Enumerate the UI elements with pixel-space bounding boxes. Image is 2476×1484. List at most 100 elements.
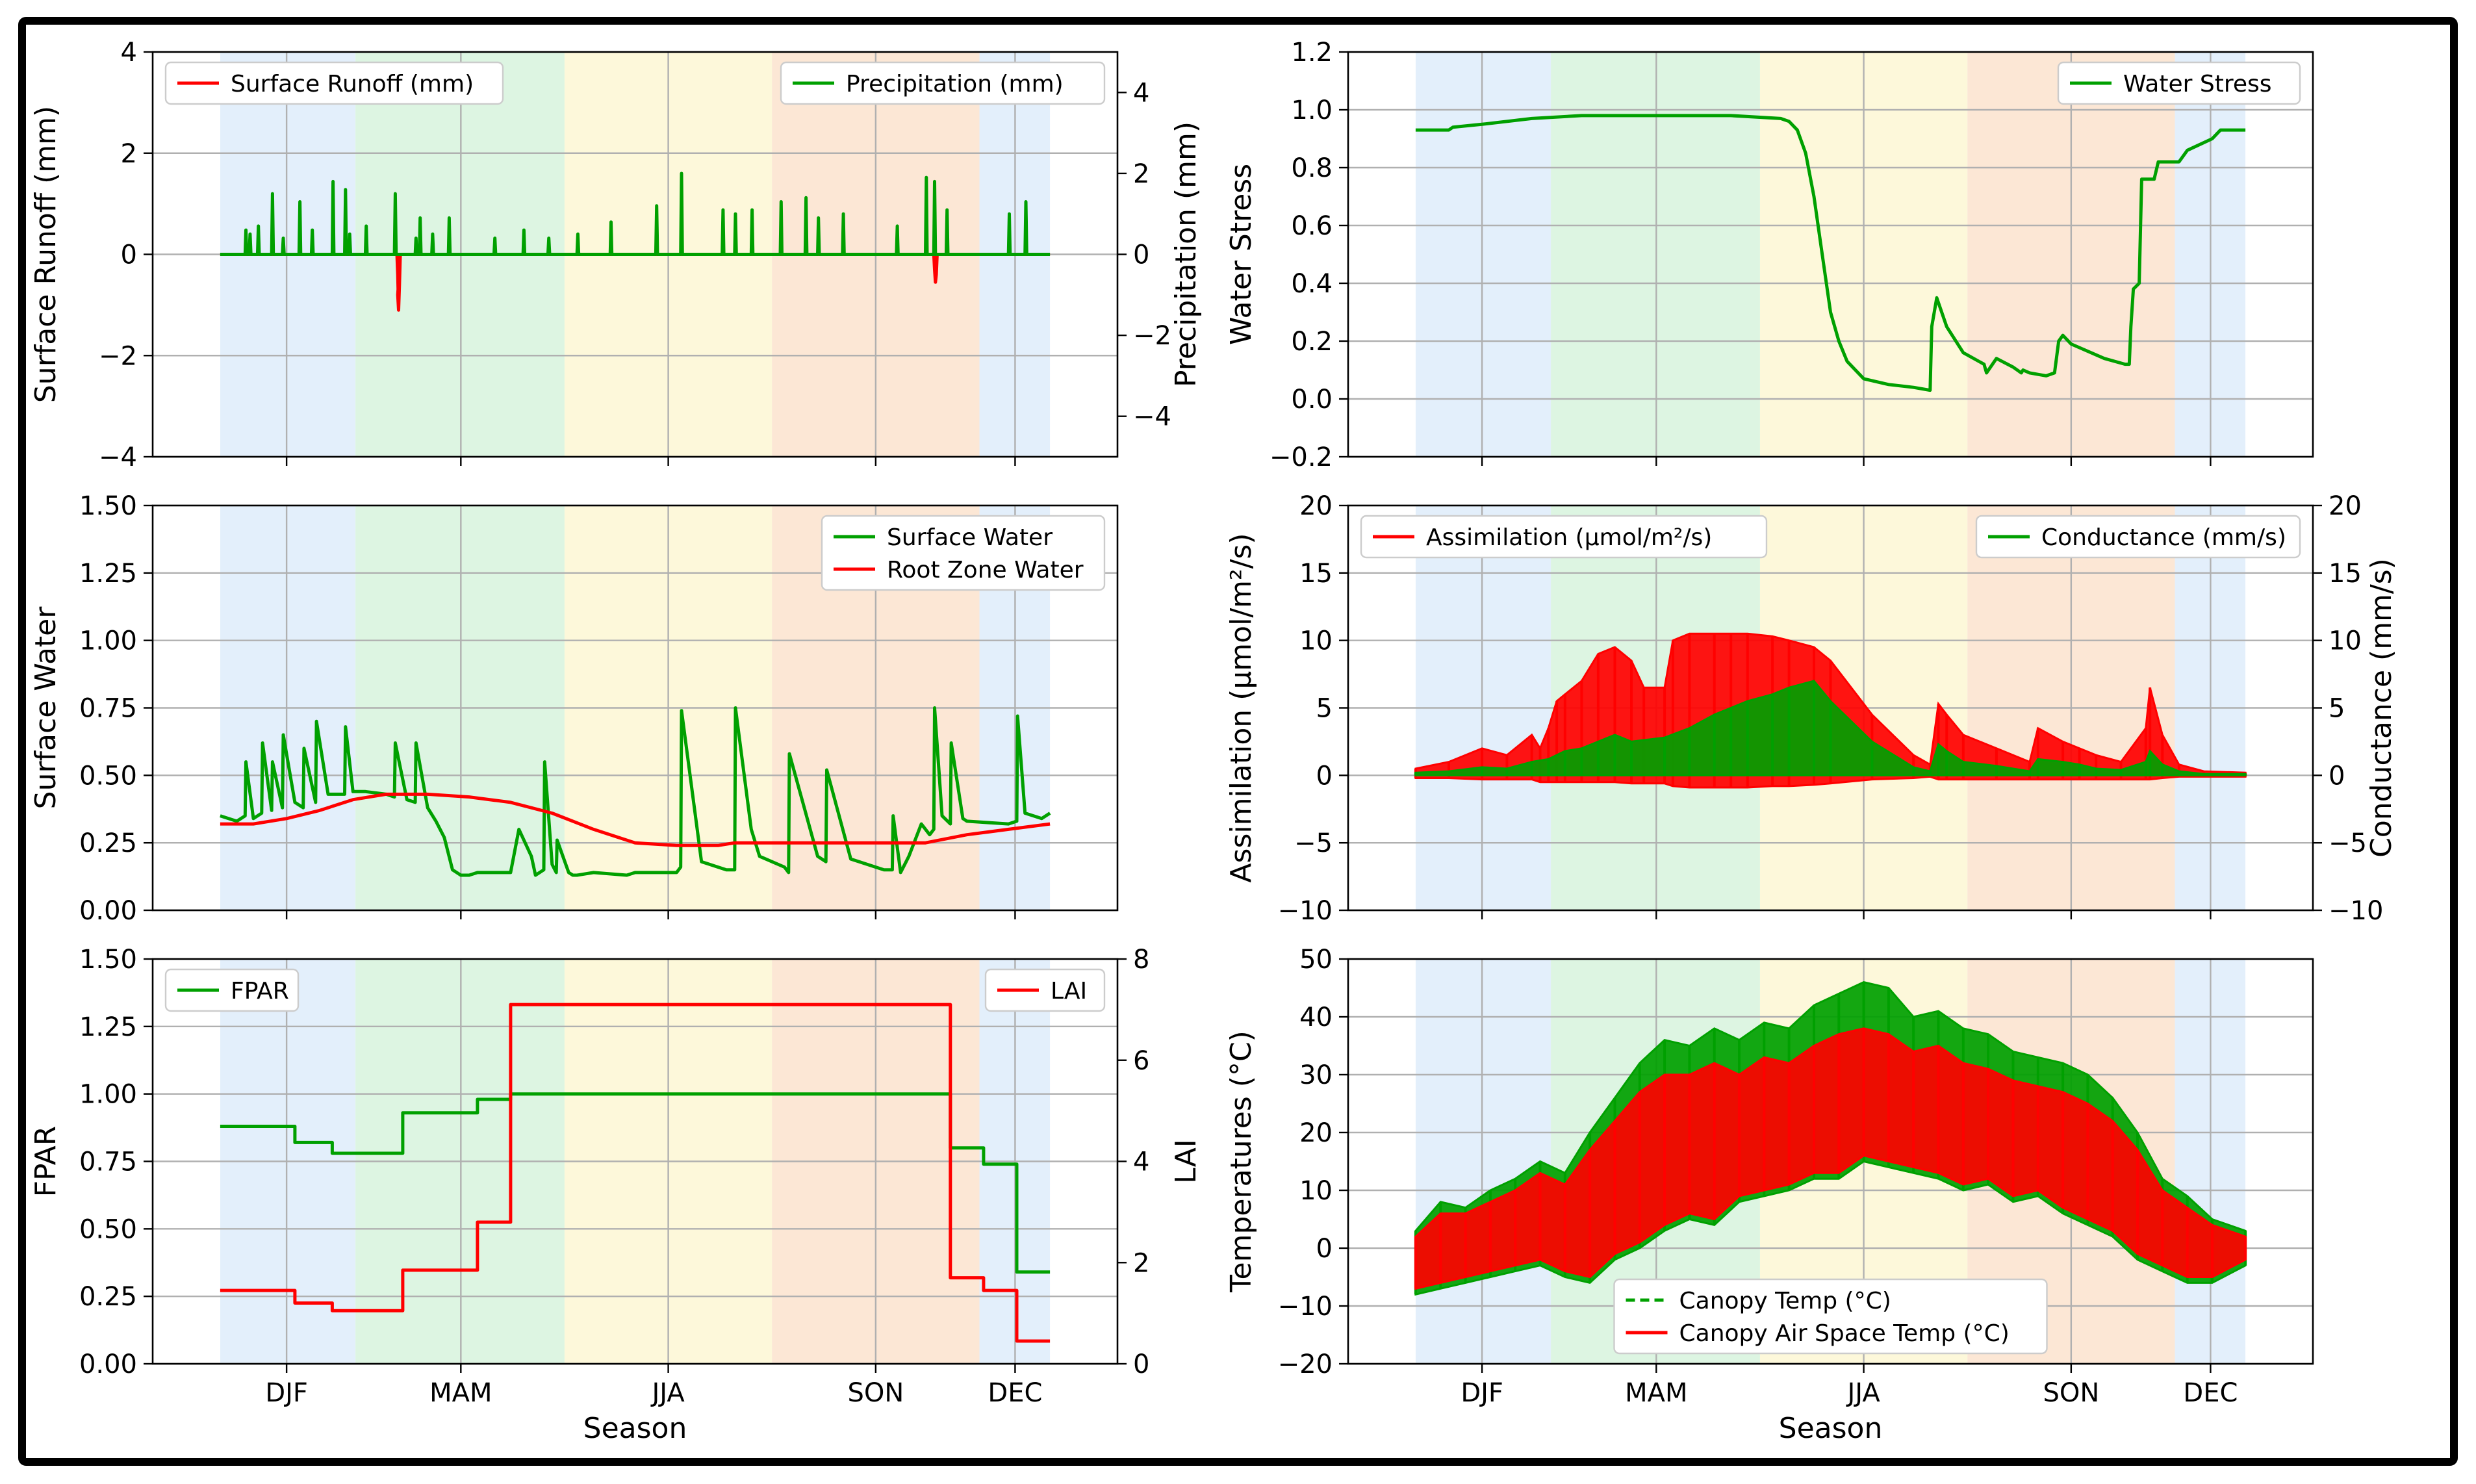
y-tick-label: 0.0 <box>1291 385 1333 415</box>
y-right-axis-label: Precipitation (mm) <box>1169 122 1203 387</box>
legend: Surface Runoff (mm) <box>164 61 504 105</box>
y-tick-label: 1.50 <box>79 491 137 521</box>
x-tick-label: JJA <box>650 1378 685 1408</box>
legend: FPAR <box>164 968 300 1012</box>
y-tick-label: 1.00 <box>79 626 137 656</box>
y-right-tick-label: 0 <box>1133 1350 1149 1379</box>
y-axis-label: FPAR <box>29 1126 62 1197</box>
figure-frame <box>18 17 2458 1466</box>
y-tick-label: 10 <box>1299 1176 1333 1206</box>
series-precipitation-mm <box>220 172 1051 256</box>
y-tick-label: 1.25 <box>79 1012 137 1042</box>
series-line <box>220 706 1051 877</box>
x-tick-label: SON <box>2043 1378 2099 1408</box>
y-tick-label: 0 <box>1316 761 1333 791</box>
y-right-axis-label: LAI <box>1169 1139 1203 1184</box>
legend-box <box>1613 1278 2048 1355</box>
x-tick-label: MAM <box>429 1378 492 1408</box>
legend-label: Surface Runoff (mm) <box>231 71 474 97</box>
legend-label: LAI <box>1051 978 1087 1004</box>
series-conductance-mm-s <box>1414 680 2247 776</box>
y-tick-label: 0 <box>121 240 137 270</box>
legend: Water Stress <box>2057 61 2301 105</box>
y-tick-label: −5 <box>1294 828 1333 858</box>
y-tick-label: 1.2 <box>1291 38 1333 68</box>
y-right-tick-label: 2 <box>1133 159 1149 189</box>
x-tick-label: JJA <box>1845 1378 1880 1408</box>
y-tick-label: 5 <box>1316 694 1333 724</box>
y-right-tick-label: 0 <box>2329 761 2345 791</box>
legend-label: Water Stress <box>2123 71 2272 97</box>
y-tick-label: 4 <box>121 38 137 68</box>
y-right-tick-label: 4 <box>1133 1147 1149 1177</box>
series-root-zone-water <box>220 792 1051 847</box>
series-detail <box>1414 681 2247 776</box>
legend: Canopy Temp (°C) Canopy Air Space Temp (°… <box>1613 1278 2048 1355</box>
legend: Assimilation (μmol/m²/s) <box>1360 515 1768 559</box>
legend-box <box>821 515 1106 591</box>
y-tick-label: 0.8 <box>1291 153 1333 183</box>
y-tick-label: −0.2 <box>1270 442 1333 472</box>
y-right-tick-label: −10 <box>2329 896 2383 926</box>
series-fpar <box>220 1092 1051 1274</box>
series-lai <box>220 1003 1051 1343</box>
x-tick-label: DEC <box>2183 1378 2238 1408</box>
axes-frame <box>1347 51 2314 458</box>
season-band <box>1415 959 1551 1364</box>
y-tick-label: 0.50 <box>79 761 137 791</box>
y-tick-label: 1.0 <box>1291 96 1333 125</box>
legend: Precipitation (mm) <box>780 61 1106 105</box>
series-water-stress <box>1415 114 2246 392</box>
y-axis-label: Assimilation (μmol/m²/s) <box>1225 533 1258 882</box>
y-tick-label: 0.00 <box>79 1350 137 1379</box>
y-tick-label: −10 <box>1278 896 1333 926</box>
y-tick-label: 0.4 <box>1291 269 1333 299</box>
series-line <box>220 172 1051 256</box>
y-right-tick-label: 4 <box>1133 78 1149 108</box>
y-right-tick-label: −4 <box>1133 402 1171 432</box>
x-axis-label: Season <box>1779 1412 1883 1445</box>
y-tick-label: 30 <box>1299 1060 1333 1090</box>
y-right-tick-label: −2 <box>1133 321 1171 351</box>
series-detail <box>1414 1028 2247 1289</box>
season-band <box>1551 52 1760 457</box>
chart-panel-surface-water: 1.50 1.25 1.00 0.75 0.50 0.25 0.00 Surface Wate… <box>29 491 1119 926</box>
y-right-tick-label: 20 <box>2329 491 2362 521</box>
y-axis-label: Surface Water <box>29 606 62 810</box>
chart-panel-assimilation: 20 15 10 5 0 −5 −10 Assimilation (μmol/m²/s) 20 1… <box>1225 491 2398 926</box>
y-tick-label: 50 <box>1299 945 1333 975</box>
legend-box <box>984 968 1106 1012</box>
legend-label: Root Zone Water <box>887 557 1084 583</box>
y-right-axis-label: Conductance (mm/s) <box>2365 558 2398 858</box>
y-tick-label: 0.75 <box>79 694 137 724</box>
series-line <box>220 1003 1051 1343</box>
y-right-tick-label: 10 <box>2329 626 2362 656</box>
series-line <box>220 1092 1051 1274</box>
chart-panel-water-stress: 1.2 1.0 0.8 0.6 0.4 0.2 0.0 −0.2 Water Stress Wat… <box>1225 38 2314 472</box>
legend: LAI <box>984 968 1106 1012</box>
legend-box <box>2057 61 2301 105</box>
legend: Conductance (mm/s) <box>1975 515 2301 559</box>
y-tick-label: 0.50 <box>79 1214 137 1244</box>
y-tick-label: 15 <box>1299 559 1333 589</box>
legend-label: Canopy Temp (°C) <box>1679 1288 1891 1314</box>
y-tick-label: 0.2 <box>1291 327 1333 357</box>
y-tick-label: −2 <box>99 341 137 371</box>
y-right-tick-label: 8 <box>1133 945 1149 975</box>
series-surface-water <box>220 706 1051 877</box>
chart-panel-fpar-lai: DJF MAM JJA SON DEC Season 1.50 1.25 1.00 0.75 0.5… <box>29 945 1203 1445</box>
legend-box <box>1360 515 1768 559</box>
y-tick-label: 0.25 <box>79 1282 137 1312</box>
y-right-tick-label: 0 <box>1133 240 1149 270</box>
series-surface-runoff-mm <box>220 253 1051 312</box>
y-axis-label: Surface Runoff (mm) <box>29 106 62 403</box>
y-tick-label: 0.75 <box>79 1147 137 1177</box>
legend-box <box>780 61 1106 105</box>
y-tick-label: 0.00 <box>79 896 137 926</box>
axes-frame <box>1347 958 2314 1365</box>
y-tick-label: 20 <box>1299 1118 1333 1148</box>
y-right-tick-label: 2 <box>1133 1248 1149 1278</box>
y-right-tick-label: 6 <box>1133 1046 1149 1076</box>
y-tick-label: 1.50 <box>79 945 137 975</box>
